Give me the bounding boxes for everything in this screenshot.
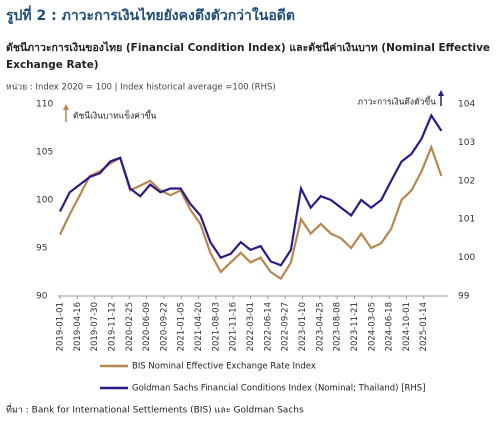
legend-label: Goldman Sachs Financial Conditions Index… [132, 384, 426, 394]
annotation: ดัชนีเงินบาทแข็งค่าขึ้น [73, 110, 156, 122]
y-tick-label: 90 [36, 292, 48, 302]
x-tick-label: 2022-06-14 [263, 302, 273, 351]
x-tick-label: 2022-09-27 [281, 302, 291, 351]
x-tick-label: 2024-06-18 [385, 302, 395, 351]
x-tick-label: 2021-08-03 [211, 302, 221, 351]
x-tick-label: 2022-03-01 [246, 302, 256, 351]
units: หน่วย : Index 2020 = 100 | Index histori… [6, 83, 276, 93]
x-tick-label: 2025-01-14 [419, 302, 429, 351]
y-tick-label: 95 [36, 244, 47, 254]
y2-tick-label: 103 [458, 138, 475, 148]
x-tick-label: 2020-09-22 [159, 302, 169, 351]
x-tick-label: 2020-06-09 [142, 302, 152, 351]
x-tick-label: 2023-08-08 [333, 302, 343, 351]
annotation: ภาวะการเงินตึงตัวขึ้น [357, 96, 436, 108]
x-tick-label: 2023-04-25 [315, 302, 325, 351]
series-line [59, 113, 443, 267]
x-tick-label: 2020-02-25 [125, 302, 135, 351]
x-tick-label: 2021-11-16 [229, 302, 239, 351]
x-tick-label: 2023-01-10 [298, 302, 308, 351]
source: ที่มา : Bank for International Settlemen… [6, 403, 304, 416]
arrow-head [438, 90, 444, 96]
x-tick-label: 2019-01-01 [55, 302, 65, 351]
y-tick-label: 105 [36, 148, 53, 158]
y2-tick-label: 104 [458, 100, 475, 110]
y2-tick-label: 101 [458, 215, 475, 225]
y2-tick-label: 99 [458, 292, 470, 302]
x-tick-label: 2019-11-12 [107, 302, 117, 351]
chart-subtitle: ดัชนีภาวะการเงินของไทย (Financial Condit… [6, 42, 491, 71]
x-tick-label: 2019-04-16 [73, 302, 83, 351]
y2-tick-label: 102 [458, 176, 475, 186]
subtitle-box: ดัชนีภาวะการเงินของไทย (Financial Condit… [6, 42, 491, 71]
series-line [59, 144, 443, 281]
x-tick-label: 2019-07-30 [90, 302, 100, 351]
x-tick-label: 2024-10-01 [402, 302, 412, 351]
x-tick-label: 2021-04-20 [194, 302, 204, 351]
y-tick-label: 100 [36, 196, 53, 206]
x-tick-label: 2021-01-05 [177, 302, 187, 351]
y-tick-label: 110 [36, 100, 53, 110]
chart-title: รูปที่ 2 : ภาวะการเงินไทยยังคงตึงตัวกว่า… [6, 5, 295, 24]
arrow-head [63, 104, 69, 110]
x-tick-label: 2023-11-21 [350, 302, 360, 351]
y2-tick-label: 100 [458, 253, 475, 263]
legend-label: BIS Nominal Effective Exchange Rate Inde… [132, 362, 316, 372]
x-tick-label: 2024-03-05 [367, 302, 377, 351]
